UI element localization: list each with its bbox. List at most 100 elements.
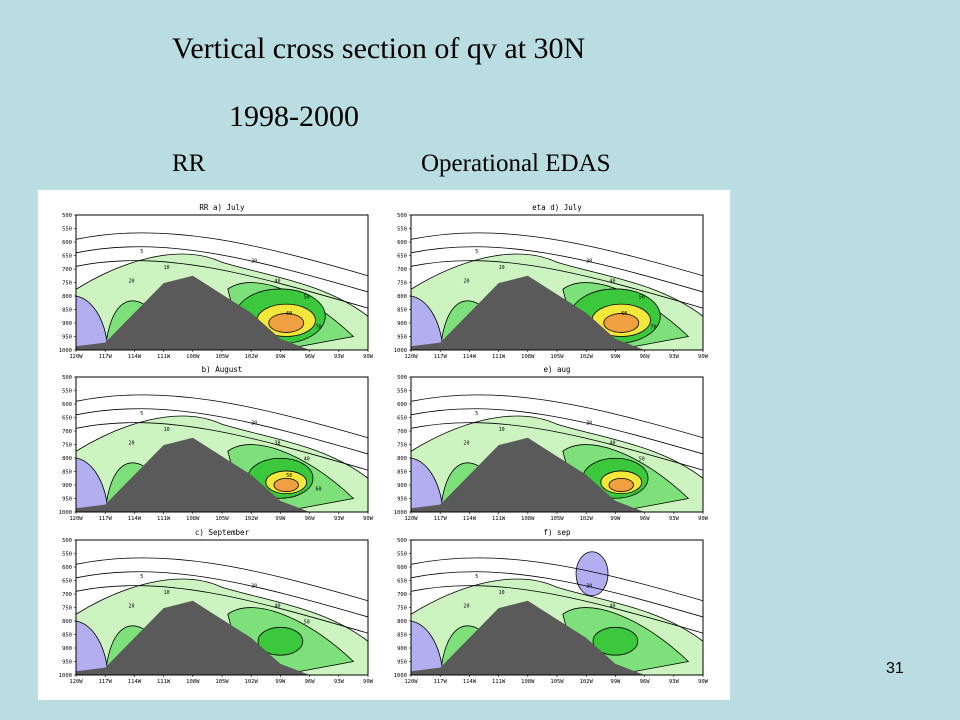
x-tick-label: 102W <box>580 679 594 685</box>
contour-line <box>411 585 703 634</box>
contour-label: 5 <box>140 411 143 417</box>
x-tick-label: 99W <box>275 679 286 685</box>
y-tick-label: 600 <box>397 565 407 571</box>
panel-title: f) sep <box>543 528 571 537</box>
contour-line <box>76 571 368 618</box>
contour-line <box>76 394 368 439</box>
y-tick-label: 550 <box>397 552 407 558</box>
edas-column-label: Operational EDAS <box>421 150 611 177</box>
x-tick-label: 90W <box>363 354 374 360</box>
x-tick-label: 105W <box>215 354 229 360</box>
contour-label: 30 <box>251 420 257 426</box>
y-tick-label: 800 <box>397 619 407 625</box>
x-tick-label: 111W <box>492 516 506 522</box>
y-tick-label: 850 <box>62 633 72 639</box>
y-tick-label: 900 <box>62 646 72 652</box>
y-tick-label: 850 <box>62 470 72 476</box>
y-tick-label: 650 <box>62 254 72 260</box>
panel-title: eta d) July <box>532 203 582 212</box>
x-tick-label: 111W <box>492 679 506 685</box>
y-tick-label: 900 <box>62 483 72 489</box>
x-tick-label: 96W <box>305 679 316 685</box>
panel-fields <box>411 394 703 512</box>
y-tick-label: 850 <box>397 308 407 314</box>
x-tick-label: 117W <box>99 679 113 685</box>
y-tick-label: 550 <box>397 389 407 395</box>
moist-core <box>592 626 639 656</box>
x-tick-label: 90W <box>363 679 374 685</box>
contour-line <box>76 408 368 455</box>
y-tick-label: 900 <box>62 321 72 327</box>
slide-title: Vertical cross section of qv at 30N <box>172 32 586 65</box>
moist-core-orange <box>603 313 640 333</box>
contour-label: 5 <box>475 411 478 417</box>
x-tick-label: 120W <box>69 679 83 685</box>
y-tick-label: 700 <box>397 429 407 435</box>
contour-line <box>411 422 703 471</box>
slide-years: 1998-2000 <box>229 100 359 133</box>
y-tick-label: 800 <box>397 456 407 462</box>
y-tick-label: 650 <box>397 579 407 585</box>
contour-label: 20 <box>129 604 135 610</box>
contour-label: 30 <box>251 583 257 589</box>
panel-fields <box>411 232 703 350</box>
y-tick-label: 800 <box>62 294 72 300</box>
y-tick-label: 850 <box>62 308 72 314</box>
contour-line <box>411 408 703 455</box>
x-tick-label: 99W <box>275 516 286 522</box>
contour-label: 50 <box>304 295 310 301</box>
y-tick-label: 1000 <box>59 673 72 679</box>
contour-line <box>76 585 368 634</box>
contour-line <box>411 394 703 439</box>
x-tick-label: 105W <box>550 516 564 522</box>
y-tick-label: 600 <box>62 240 72 246</box>
x-tick-label: 99W <box>610 516 621 522</box>
contour-line <box>76 232 368 277</box>
x-tick-label: 117W <box>99 354 113 360</box>
contour-label: 20 <box>464 604 470 610</box>
panel-title: b) August <box>202 365 243 374</box>
x-tick-label: 105W <box>550 354 564 360</box>
terrain <box>76 275 368 350</box>
contour-panels-svg: RR a) July500550600650700750800850900950… <box>59 203 709 685</box>
y-tick-label: 500 <box>397 213 407 219</box>
x-tick-label: 120W <box>404 354 418 360</box>
y-tick-label: 650 <box>62 416 72 422</box>
contour-line <box>76 557 368 602</box>
x-tick-label: 102W <box>245 679 259 685</box>
y-tick-label: 600 <box>62 565 72 571</box>
x-tick-label: 96W <box>640 679 651 685</box>
contour-label: 50 <box>286 473 292 479</box>
y-tick-label: 750 <box>397 443 407 449</box>
y-tick-label: 650 <box>397 416 407 422</box>
contour-label: 5 <box>475 574 478 580</box>
y-tick-label: 700 <box>62 267 72 273</box>
contour-label: 30 <box>586 583 592 589</box>
y-tick-label: 700 <box>62 429 72 435</box>
y-tick-label: 500 <box>62 213 72 219</box>
y-tick-label: 850 <box>397 633 407 639</box>
x-tick-label: 111W <box>157 679 171 685</box>
contour-label: 30 <box>586 258 592 264</box>
y-tick-label: 950 <box>397 497 407 503</box>
x-tick-label: 93W <box>334 516 345 522</box>
contour-label: 60 <box>621 311 627 317</box>
y-tick-label: 650 <box>397 254 407 260</box>
x-tick-label: 114W <box>463 516 477 522</box>
contour-line <box>411 232 703 277</box>
contour-label: 50 <box>304 620 310 626</box>
x-tick-label: 111W <box>157 354 171 360</box>
x-tick-label: 117W <box>99 516 113 522</box>
panel-3: e) aug5005506006507007508008509009501000… <box>394 365 709 522</box>
y-tick-label: 1000 <box>59 348 72 354</box>
y-tick-label: 850 <box>397 470 407 476</box>
y-tick-label: 500 <box>397 538 407 544</box>
y-tick-label: 500 <box>62 375 72 381</box>
x-tick-label: 99W <box>610 679 621 685</box>
x-tick-label: 117W <box>434 354 448 360</box>
panel-0: RR a) July500550600650700750800850900950… <box>59 203 374 360</box>
x-tick-label: 120W <box>69 354 83 360</box>
x-tick-label: 102W <box>245 516 259 522</box>
y-tick-label: 950 <box>62 497 72 503</box>
contour-line <box>411 571 703 618</box>
